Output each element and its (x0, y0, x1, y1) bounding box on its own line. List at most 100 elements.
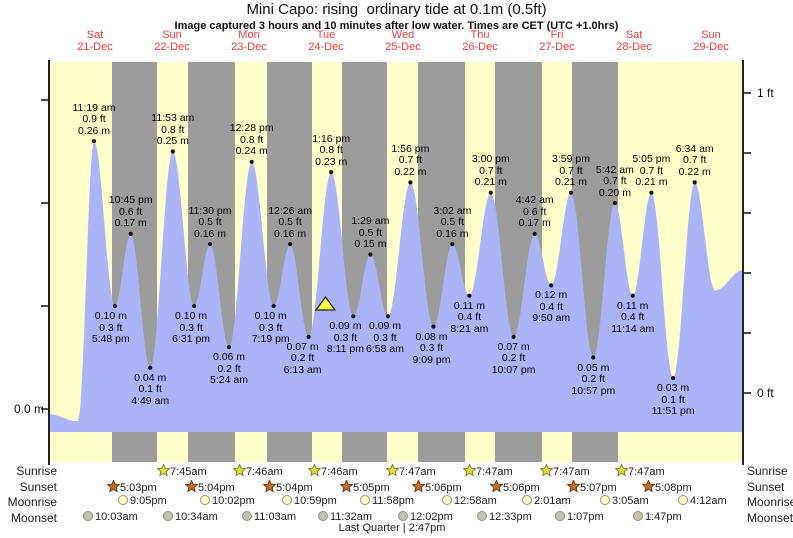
tide-label-m: 0.15 m (354, 238, 387, 250)
moonset-row-label-left: Moonset (10, 511, 57, 525)
moonset-time: 11:32am (330, 511, 372, 523)
sunset-icon (641, 478, 656, 493)
tide-low-label: 0.11 m 0.4 ft 11:14 am (611, 299, 655, 336)
day-name: Sat (625, 29, 643, 41)
tide-low-label: 0.10 m 0.3 ft 7:19 pm (252, 310, 290, 346)
tide-label-m: 0.10 m (94, 310, 127, 322)
sunrise-entry: 7:47am (614, 462, 665, 478)
moonrise-time: 12:58am (454, 495, 497, 507)
tide-label-time: 11:30 pm (188, 204, 232, 217)
day-date: 26-Dec (462, 41, 498, 53)
moonrise-icon (200, 495, 210, 505)
moonrise-time: 10:59pm (294, 495, 337, 507)
current-time-marker-icon (314, 295, 337, 311)
tide-high-label: 1:29 am 0.5 ft 0.15 m (351, 215, 389, 251)
sunset-time: 5:08pm (655, 482, 692, 494)
sunset-entry: 5:04pm (184, 478, 235, 494)
tide-label-m: 0.11 m (453, 299, 486, 312)
moonset-icon (242, 511, 252, 521)
sunrise-icon (232, 462, 247, 477)
tide-label-m: 0.08 m (415, 330, 448, 343)
tide-low-label: 0.04 m 0.1 ft 4:49 am (131, 372, 169, 408)
sunrise-icon (156, 462, 171, 477)
moonrise-time: 11:58pm (372, 495, 414, 507)
tide-extreme-dot (128, 231, 133, 236)
tide-label-time: 5:24 am (210, 374, 248, 387)
day-label: Sat 21-Dec (55, 29, 135, 53)
tide-extreme-dot (271, 303, 276, 309)
tide-high-label: 1:16 pm 0.8 ft 0.23 m (312, 132, 351, 169)
tide-low-label: 0.03 m 0.1 ft 11:51 pm (652, 383, 695, 418)
moonrise-entry: 4:12am (678, 495, 727, 508)
tide-label-time: 11:14 am (611, 322, 655, 335)
tide-label-time: 6:31 pm (172, 333, 211, 345)
tide-label-m: 0.24 m (235, 145, 268, 158)
tide-low-label: 0.09 m 0.3 ft 8:11 pm (327, 321, 364, 356)
tide-label-m: 0.05 m (577, 361, 610, 374)
tide-label-m: 0.09 m (368, 320, 402, 333)
day-name: Mon (238, 29, 260, 41)
sunset-time: 5:06pm (425, 482, 462, 494)
sunrise-icon (307, 462, 322, 477)
tide-extreme-dot (385, 314, 391, 319)
tide-label-time: 11:53 am (151, 112, 195, 124)
moonset-entry: 10:34am (163, 511, 218, 524)
tide-label-ft: 0.3 ft (259, 321, 283, 334)
sunset-row-label-right: Sunset (747, 480, 785, 494)
tide-extreme-dot (329, 170, 334, 175)
tide-low-label: 0.11 m 0.4 ft 8:21 am (450, 299, 488, 336)
sunrise-icon (307, 462, 322, 477)
tide-high-label: 11:19 am 0.9 ft 0.26 m (73, 102, 116, 138)
moonset-time: 10:34am (175, 511, 218, 523)
sunrise-icon (614, 462, 629, 477)
sunrise-icon (462, 462, 477, 477)
sunrise-icon (614, 462, 629, 477)
moonrise-time: 10:02pm (212, 495, 255, 507)
moonrise-entry: 3:05am (600, 495, 649, 508)
sunset-icon (339, 478, 354, 493)
tide-label-ft: 0.8 ft (161, 123, 185, 136)
tide-extreme-dot (226, 345, 232, 350)
moonrise-entry: 9:05pm (118, 495, 167, 508)
sunset-time: 5:04pm (198, 482, 235, 494)
tide-low-label: 0.07 m 0.2 ft 6:13 am (284, 341, 322, 377)
sunset-entry: 5:07pm (566, 478, 617, 494)
tide-extreme-dot (170, 149, 175, 154)
moonrise-icon (360, 495, 370, 505)
tide-extreme-dot (591, 355, 596, 360)
tide-label-ft: 0.2 ft (501, 352, 526, 365)
tide-label-ft: 0.6 ft (119, 205, 143, 218)
moonset-row-label-right: Moonset (747, 511, 793, 525)
sunrise-entry: 7:47am (539, 462, 590, 478)
moonrise-time: 9:05pm (130, 495, 167, 507)
moonrise-icon (600, 495, 610, 505)
sunset-icon (411, 478, 426, 493)
sunset-entry: 5:06pm (489, 478, 540, 494)
tide-extreme-dot (568, 190, 574, 195)
moonset-time: 1:07pm (567, 511, 604, 523)
day-name: Sun (701, 29, 721, 41)
y-axis-label-0ft: 0 ft (757, 386, 774, 400)
moonrise-time: 4:12am (690, 495, 727, 507)
tide-label-time: 1:16 pm (312, 132, 351, 145)
sunset-icon (489, 478, 504, 493)
tide-label-time: 1:56 pm (391, 142, 430, 155)
tide-extreme-dot (288, 242, 293, 247)
tide-label-ft: 0.8 ft (319, 144, 343, 157)
tide-label-time: 5:48 pm (91, 333, 130, 345)
tide-label-m: 0.11 m (617, 299, 649, 312)
tide-label-ft: 0.3 ft (179, 321, 203, 334)
tide-label-time: 5:42 am (595, 163, 634, 176)
day-label: Sun 22-Dec (132, 29, 212, 53)
tide-label-time: 8:11 pm (326, 343, 364, 356)
tide-low-label: 0.12 m 0.4 ft 9:50 am (532, 290, 570, 325)
sunrise-icon (385, 462, 400, 477)
tide-label-time: 9:50 am (532, 312, 571, 325)
moonset-time: 1:47pm (645, 511, 682, 523)
sunset-icon (339, 478, 354, 493)
page-subtitle: Image captured 3 hours and 10 minutes af… (174, 20, 619, 32)
tide-label-m: 0.16 m (436, 227, 469, 240)
sunset-icon (262, 478, 277, 493)
tide-low-label: 0.09 m 0.3 ft 6:58 am (366, 321, 404, 356)
tide-label-m: 0.16 m (193, 227, 227, 240)
